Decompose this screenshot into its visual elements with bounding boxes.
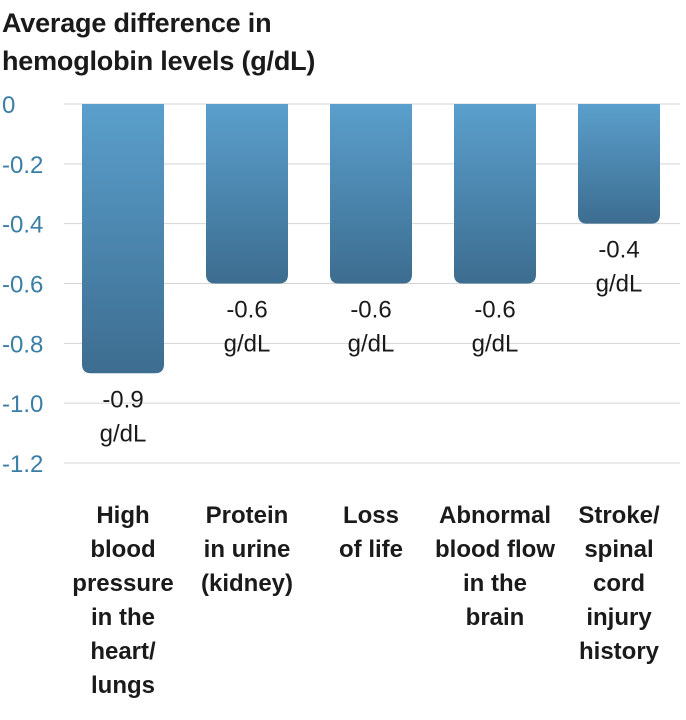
y-tick-label: -1.2 <box>2 451 43 478</box>
category-label: heart/ <box>90 638 156 665</box>
bar <box>330 104 412 284</box>
bar <box>578 104 660 224</box>
y-tick-label: -0.6 <box>2 272 43 299</box>
data-label: g/dL <box>224 331 271 358</box>
category-label: injury <box>586 604 652 631</box>
category-label: Abnormal <box>439 502 551 529</box>
bars <box>82 104 660 374</box>
category-label: Loss <box>343 502 399 529</box>
category-label: history <box>579 638 660 665</box>
category-label: blood flow <box>435 536 555 563</box>
data-label: g/dL <box>596 271 643 298</box>
category-label: High <box>96 502 149 529</box>
category-label: brain <box>466 604 525 631</box>
data-label: -0.6 <box>474 297 515 324</box>
data-label: g/dL <box>348 331 395 358</box>
data-label: -0.4 <box>598 237 639 264</box>
category-label: in the <box>91 604 155 631</box>
category-label: of life <box>339 536 403 563</box>
y-tick-label: -0.8 <box>2 331 43 358</box>
data-label: -0.6 <box>226 297 267 324</box>
y-tick-label: -1.0 <box>2 391 43 418</box>
category-label: pressure <box>72 570 173 597</box>
category-label: spinal <box>584 536 653 563</box>
category-labels: High blood pressure in the heart/lungs Protei… <box>72 502 660 699</box>
category-label: lungs <box>91 672 155 699</box>
category-label: cord <box>593 570 645 597</box>
bar <box>82 104 164 374</box>
category-label: in urine <box>204 536 291 563</box>
data-label: -0.9 <box>102 386 143 413</box>
bar <box>454 104 536 284</box>
y-axis-tick-labels: 0 -0.2 -0.4 -0.6 -0.8 -1.0 -1.2 <box>2 92 43 478</box>
chart-title: Average difference in hemoglobin levels … <box>2 8 316 76</box>
category-label: Protein <box>206 502 289 529</box>
y-tick-label: -0.2 <box>2 152 43 179</box>
data-label: g/dL <box>472 331 519 358</box>
data-label: -0.6 <box>350 297 391 324</box>
y-tick-label: 0 <box>2 92 15 119</box>
data-label: g/dL <box>100 420 147 447</box>
category-label: (kidney) <box>201 570 293 597</box>
data-labels: -0.9 g/dL -0.6 g/dL -0.6 g/dL -0.6 g/dL -0.4 g/dL <box>100 237 643 448</box>
bar <box>206 104 288 284</box>
category-label: blood <box>90 536 155 563</box>
category-label: in the <box>463 570 527 597</box>
category-label: Stroke/ <box>578 502 660 529</box>
y-tick-label: -0.4 <box>2 212 43 239</box>
